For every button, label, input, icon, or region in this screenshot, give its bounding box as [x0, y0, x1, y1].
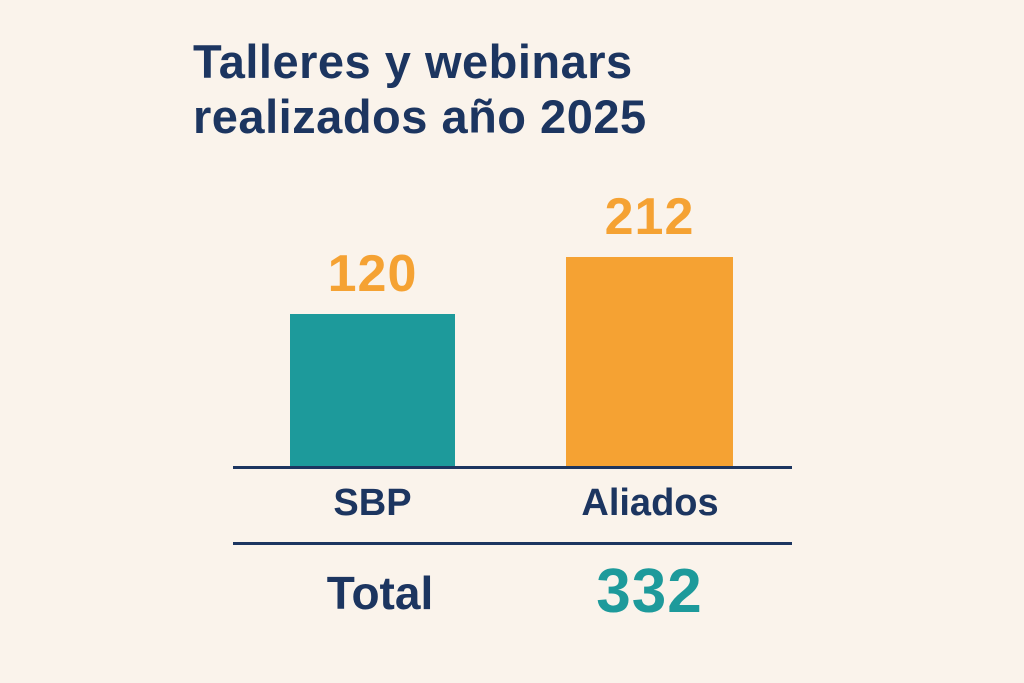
chart-title-line1: Talleres y webinars: [193, 35, 633, 88]
category-label-aliados: Aliados: [581, 482, 719, 524]
total-label: Total: [326, 567, 434, 619]
category-label-sbp: SBP: [333, 482, 412, 524]
axis-baseline: [233, 466, 792, 469]
bar-aliados: [566, 257, 733, 468]
total-value: 332: [596, 557, 703, 626]
chart-title-line2: realizados año 2025: [193, 90, 647, 144]
divider-line: [233, 542, 792, 545]
bar-sbp: [290, 314, 455, 468]
bar-value-sbp: 120: [327, 245, 418, 303]
bar-value-aliados: 212: [604, 188, 695, 246]
chart-title: Talleres y webinars realizados año 2025: [193, 34, 647, 145]
